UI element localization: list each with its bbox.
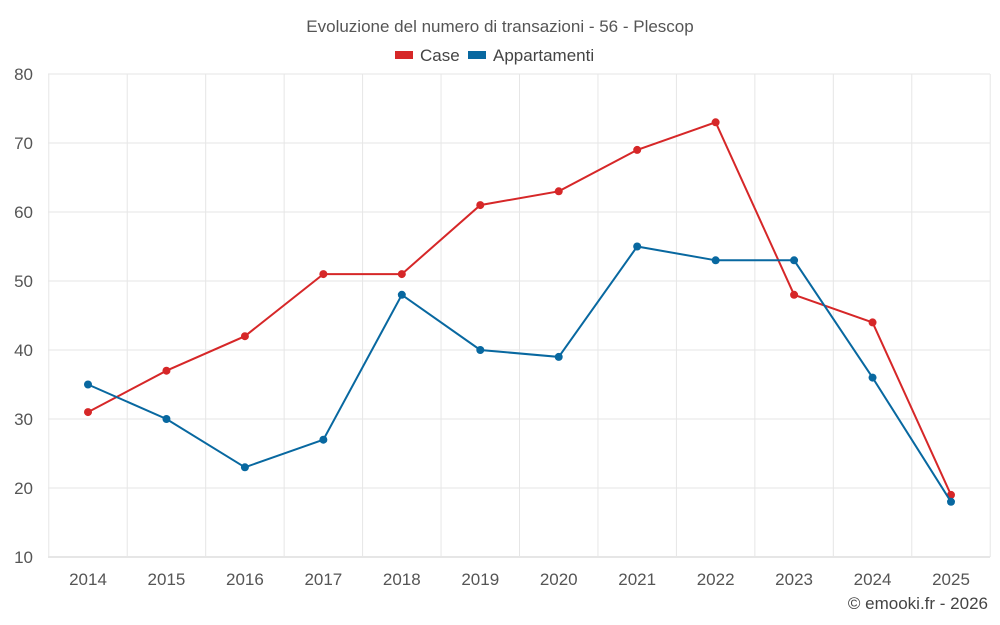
data-point[interactable] (790, 256, 799, 265)
credit-text: © emooki.fr - 2026 (848, 594, 988, 613)
data-point[interactable] (476, 201, 485, 210)
y-tick-label: 30 (14, 410, 33, 429)
x-tick-label: 2023 (775, 570, 813, 589)
data-point[interactable] (711, 118, 720, 127)
legend-item-appartamenti[interactable]: Appartamenti (468, 46, 594, 65)
data-point[interactable] (633, 242, 642, 251)
x-tick-label: 2022 (697, 570, 735, 589)
y-tick-label: 10 (14, 548, 33, 567)
data-point[interactable] (319, 270, 328, 279)
x-tick-label: 2014 (69, 570, 107, 589)
data-point[interactable] (84, 408, 92, 417)
data-point[interactable] (554, 187, 563, 196)
y-tick-label: 80 (14, 65, 33, 84)
y-tick-label: 50 (14, 272, 33, 291)
legend[interactable]: Case Appartamenti (395, 46, 594, 65)
legend-label: Appartamenti (493, 46, 594, 65)
series-line[interactable] (87, 245, 952, 503)
data-point[interactable] (162, 415, 171, 423)
series-appartamenti[interactable] (84, 242, 955, 506)
data-point[interactable] (397, 290, 406, 299)
legend-item-case[interactable]: Case (395, 46, 460, 65)
data-point[interactable] (633, 145, 642, 154)
data-point[interactable] (947, 497, 955, 506)
legend-label: Case (420, 46, 460, 65)
x-tick-label: 2020 (540, 570, 578, 589)
data-point[interactable] (84, 380, 92, 389)
legend-swatch (468, 51, 486, 59)
data-point[interactable] (162, 366, 171, 375)
data-point[interactable] (711, 256, 720, 265)
axes: 10 20 30 40 50 60 70 80 2014 2015 2016 2017 2018 2019… (14, 65, 970, 589)
x-tick-label: 2015 (148, 570, 186, 589)
data-point[interactable] (319, 435, 328, 444)
series (84, 118, 955, 506)
x-tick-label: 2018 (383, 570, 421, 589)
grid (48, 73, 991, 558)
series-line[interactable] (87, 121, 952, 496)
data-point[interactable] (868, 318, 877, 327)
y-tick-label: 60 (14, 203, 33, 222)
data-point[interactable] (790, 290, 799, 299)
legend-swatch (395, 51, 413, 59)
x-tick-label: 2021 (618, 570, 656, 589)
x-tick-label: 2016 (226, 570, 264, 589)
y-tick-label: 20 (14, 479, 33, 498)
x-tick-label: 2025 (932, 570, 970, 589)
x-tick-label: 2019 (461, 570, 499, 589)
y-tick-label: 70 (14, 134, 33, 153)
y-tick-label: 40 (14, 341, 33, 360)
data-point[interactable] (240, 463, 249, 472)
data-point[interactable] (240, 332, 249, 341)
data-point[interactable] (397, 270, 406, 279)
data-point[interactable] (868, 373, 877, 382)
x-tick-label: 2017 (304, 570, 342, 589)
data-point[interactable] (476, 346, 485, 354)
chart-title: Evoluzione del numero di transazioni - 5… (306, 17, 693, 36)
data-point[interactable] (554, 352, 563, 361)
x-tick-label: 2024 (854, 570, 892, 589)
series-case[interactable] (84, 118, 955, 499)
